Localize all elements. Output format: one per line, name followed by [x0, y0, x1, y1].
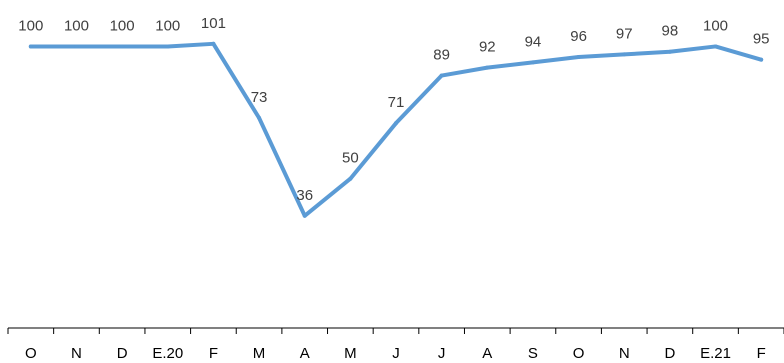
data-label: 50 [342, 150, 359, 167]
x-tick-label: E.21 [700, 345, 731, 362]
data-point [348, 176, 353, 181]
data-label-layer: 100 100 100 100 101 73 36 50 71 89 92 94 96 97 98 100 95 [18, 15, 769, 204]
x-tick-label: E.20 [152, 345, 183, 362]
x-tick-label: M [253, 345, 266, 362]
data-label: 100 [110, 17, 135, 34]
x-tick-label: O [25, 345, 37, 362]
data-point [120, 44, 125, 49]
x-tick-label: F [757, 345, 766, 362]
data-label: 98 [662, 23, 679, 40]
data-point [28, 44, 33, 49]
data-label: 100 [703, 17, 728, 34]
data-point [530, 60, 535, 65]
data-label: 97 [616, 25, 633, 42]
data-label: 73 [251, 89, 268, 106]
data-label: 71 [388, 94, 405, 111]
data-point [667, 49, 672, 54]
data-point [302, 213, 307, 218]
data-label: 100 [155, 17, 180, 34]
x-tick-label: J [392, 345, 400, 362]
data-point [394, 121, 398, 126]
x-tick-label: A [482, 345, 492, 362]
data-point [759, 57, 764, 62]
x-axis: O N D E.20 F M A M J J A S O N D E.21 F [7, 327, 784, 362]
data-label: 92 [479, 39, 496, 56]
x-tick-label: D [117, 345, 128, 362]
series-line [28, 41, 764, 218]
x-tick-label: N [619, 345, 630, 362]
data-label: 95 [753, 31, 770, 48]
data-point [74, 44, 79, 49]
x-tick-label: A [300, 345, 310, 362]
data-point [439, 73, 444, 78]
x-tick-label: O [573, 345, 585, 362]
x-tick-label: N [71, 345, 82, 362]
x-tick-label: J [438, 345, 446, 362]
x-tick-label: S [528, 345, 538, 362]
data-point [165, 44, 170, 49]
data-label: 101 [201, 15, 226, 32]
data-point [713, 44, 718, 49]
x-tick-label: F [209, 345, 218, 362]
data-label: 100 [18, 17, 43, 34]
series-line-layer [28, 41, 764, 218]
data-label: 36 [296, 187, 313, 204]
data-point [576, 55, 581, 60]
data-point [622, 52, 627, 57]
data-label: 94 [525, 33, 542, 50]
x-tick-label: M [344, 345, 357, 362]
data-label: 100 [64, 17, 89, 34]
x-tick-label: D [664, 345, 675, 362]
data-point [211, 41, 216, 46]
data-point [485, 65, 490, 70]
data-point [257, 115, 262, 120]
data-label: 96 [570, 28, 587, 45]
data-label: 89 [433, 47, 450, 64]
